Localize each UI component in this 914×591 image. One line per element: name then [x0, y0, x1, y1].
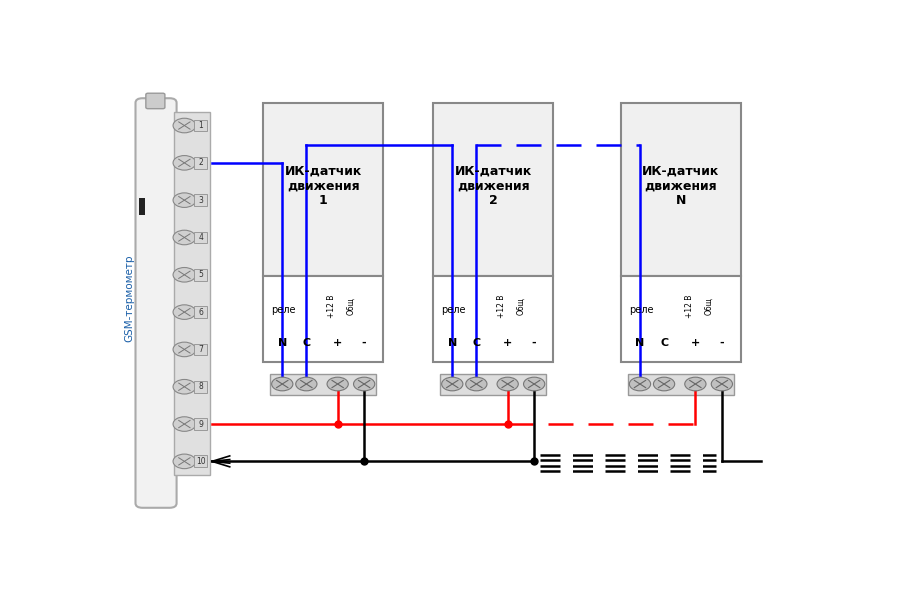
Text: ИК-датчик
движения
1: ИК-датчик движения 1	[284, 164, 362, 207]
Circle shape	[630, 377, 651, 391]
Text: +: +	[691, 338, 700, 348]
Circle shape	[173, 118, 196, 133]
Text: реле: реле	[441, 306, 466, 315]
Circle shape	[466, 377, 487, 391]
Text: 1: 1	[198, 121, 203, 130]
Bar	[441, 374, 547, 395]
Text: C: C	[660, 338, 668, 348]
Text: GSM-термометр: GSM-термометр	[125, 255, 135, 342]
Circle shape	[711, 377, 732, 391]
Circle shape	[173, 417, 196, 431]
Text: 2: 2	[198, 158, 203, 167]
Bar	[263, 275, 384, 362]
Bar	[621, 103, 741, 275]
Bar	[621, 275, 741, 362]
Text: -: -	[532, 338, 537, 348]
Text: 5: 5	[198, 270, 203, 280]
Circle shape	[327, 377, 348, 391]
Bar	[194, 232, 207, 243]
Circle shape	[685, 377, 706, 391]
Bar	[271, 374, 377, 395]
Circle shape	[173, 454, 196, 469]
Text: 6: 6	[198, 307, 203, 317]
Text: ИК-датчик
движения
N: ИК-датчик движения N	[643, 164, 719, 207]
Text: 10: 10	[196, 457, 206, 466]
Bar	[194, 306, 207, 318]
Circle shape	[173, 342, 196, 357]
Bar	[194, 381, 207, 392]
Bar	[194, 343, 207, 355]
Text: +12 В: +12 В	[685, 294, 694, 317]
Bar	[194, 418, 207, 430]
Circle shape	[173, 193, 196, 207]
Text: +12 В: +12 В	[497, 294, 506, 317]
Circle shape	[173, 305, 196, 319]
Circle shape	[296, 377, 317, 391]
FancyBboxPatch shape	[146, 93, 165, 109]
Text: реле: реле	[629, 306, 654, 315]
Bar	[175, 112, 210, 475]
Text: реле: реле	[271, 306, 296, 315]
Circle shape	[497, 377, 518, 391]
Text: N: N	[448, 338, 457, 348]
Circle shape	[524, 377, 545, 391]
Text: C: C	[473, 338, 481, 348]
Bar	[628, 374, 734, 395]
Bar	[194, 119, 207, 131]
Text: 3: 3	[198, 196, 203, 204]
Text: 9: 9	[198, 420, 203, 428]
Text: Общ: Общ	[704, 297, 713, 315]
Text: N: N	[278, 338, 287, 348]
Bar	[194, 157, 207, 169]
Text: Общ: Общ	[516, 297, 526, 315]
Circle shape	[173, 230, 196, 245]
Text: +: +	[503, 338, 512, 348]
Bar	[194, 194, 207, 206]
Text: 7: 7	[198, 345, 203, 354]
Text: +12 В: +12 В	[327, 294, 336, 317]
Text: Общ: Общ	[346, 297, 356, 315]
Circle shape	[173, 155, 196, 170]
Bar	[194, 269, 207, 281]
Circle shape	[354, 377, 375, 391]
Text: C: C	[303, 338, 311, 348]
Text: 4: 4	[198, 233, 203, 242]
Text: +: +	[333, 338, 342, 348]
Bar	[139, 197, 144, 215]
Text: -: -	[362, 338, 367, 348]
Text: -: -	[719, 338, 724, 348]
Bar	[194, 456, 207, 467]
Text: 8: 8	[198, 382, 203, 391]
Circle shape	[654, 377, 675, 391]
FancyBboxPatch shape	[135, 98, 176, 508]
Text: ИК-датчик
движения
2: ИК-датчик движения 2	[454, 164, 532, 207]
Circle shape	[441, 377, 462, 391]
Text: N: N	[635, 338, 644, 348]
Bar	[433, 275, 554, 362]
Circle shape	[271, 377, 292, 391]
Bar	[433, 103, 554, 275]
Circle shape	[173, 379, 196, 394]
Circle shape	[173, 268, 196, 282]
Bar	[263, 103, 384, 275]
